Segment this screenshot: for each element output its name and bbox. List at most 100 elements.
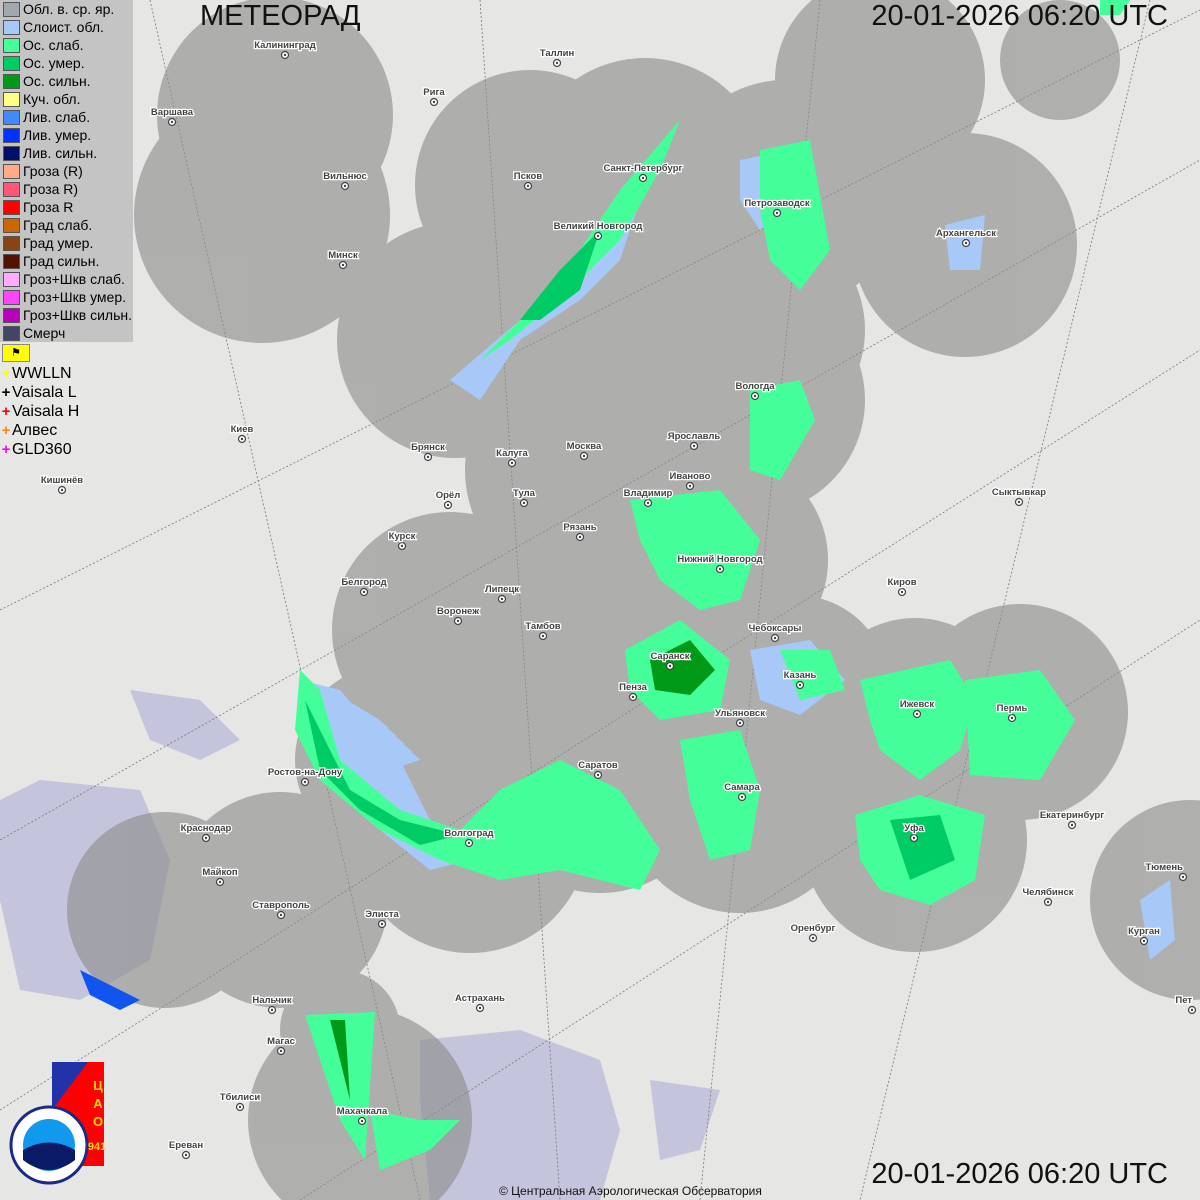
legend-swatch <box>3 199 20 215</box>
lightning-network-item[interactable]: + WWLLN <box>0 364 82 383</box>
lightning-cross-icon: + <box>1 403 11 420</box>
legend-item: Лив. слаб. <box>0 108 133 126</box>
city-marker: Минск <box>327 249 359 270</box>
city-marker: Иваново <box>668 470 712 491</box>
legend-item: Слоист. обл. <box>0 18 133 36</box>
city-marker: Тбилиси <box>218 1091 262 1112</box>
city-marker: Курск <box>387 530 417 551</box>
precipitation-legend: Обл. в. ср. яр. Слоист. обл. Ос. слаб. Ос. … <box>0 0 133 342</box>
app-title: МЕТЕОРАД <box>200 0 361 32</box>
timestamp-bottom: 20-01-2026 06:20 UTC <box>871 1158 1168 1190</box>
legend-label: Лив. сильн. <box>23 145 98 161</box>
city-label: Великий Новгород <box>554 221 643 232</box>
city-marker: Челябинск <box>1021 886 1075 907</box>
city-marker: Ставрополь <box>251 899 311 920</box>
city-label: Ереван <box>169 1140 203 1151</box>
city-marker: Ростов-на-Дону <box>267 766 344 787</box>
city-marker: Калуга <box>495 447 530 468</box>
city-label: Курган <box>1128 926 1160 937</box>
legend-label: Слоист. обл. <box>23 19 104 35</box>
city-label: Рига <box>423 87 445 98</box>
city-label: Махачкала <box>337 1106 388 1117</box>
legend-item: Град сильн. <box>0 252 133 270</box>
legend-swatch <box>3 235 20 251</box>
city-label: Пет <box>1175 995 1192 1006</box>
city-label: Тамбов <box>525 621 560 632</box>
city-marker: Рига <box>422 86 447 107</box>
city-marker: Екатеринбург <box>1039 809 1105 830</box>
legend-label: Гроз+Шкв умер. <box>23 289 127 305</box>
city-marker: Майкоп <box>201 866 239 887</box>
city-marker: Псков <box>513 170 544 191</box>
city-label: Таллин <box>540 48 575 59</box>
city-marker: Краснодар <box>179 822 233 843</box>
city-label: Архангельск <box>936 228 996 239</box>
city-marker: Элиста <box>364 908 401 929</box>
city-marker: Петрозаводск <box>743 197 811 218</box>
legend-item: Гроза R <box>0 198 133 216</box>
legend-swatch <box>3 19 20 35</box>
city-label: Тюмень <box>1145 862 1183 873</box>
city-marker: Кишинёв <box>40 474 85 495</box>
city-label: Москва <box>567 441 602 452</box>
city-marker: Тамбов <box>524 620 562 641</box>
city-label: Минск <box>328 250 358 261</box>
city-marker: Казань <box>782 669 818 690</box>
city-label: Воронеж <box>437 606 479 617</box>
city-marker: Брянск <box>410 441 446 462</box>
city-label: Вильнюс <box>323 171 367 182</box>
lightning-network-label: Алвес <box>12 421 58 439</box>
legend-swatch <box>3 73 20 89</box>
lightning-cross-icon: + <box>1 365 11 382</box>
city-label: Пермь <box>997 703 1028 714</box>
city-label: Ставрополь <box>252 900 310 911</box>
city-label: Элиста <box>365 909 399 920</box>
city-label: Магас <box>267 1036 295 1047</box>
city-marker: Ульяновск <box>714 707 766 728</box>
lightning-network-item[interactable]: + Vaisala H <box>0 402 82 421</box>
legend-swatch <box>3 1 20 17</box>
city-marker: Вологда <box>734 380 776 401</box>
city-marker: Оренбург <box>789 922 837 943</box>
city-label: Саранск <box>650 651 689 662</box>
flag-icon[interactable]: ⚑ <box>2 344 30 362</box>
city-label: Ярославль <box>668 431 721 442</box>
legend-item: Град умер. <box>0 234 133 252</box>
legend-label: Гроза (R) <box>23 163 83 179</box>
legend-item: Ос. слаб. <box>0 36 133 54</box>
legend-item: Град слаб. <box>0 216 133 234</box>
city-label: Петрозаводск <box>744 198 810 209</box>
legend-label: Гроза R <box>23 199 74 215</box>
city-marker: Воронеж <box>436 605 480 626</box>
lightning-cross-icon: + <box>1 441 11 458</box>
city-label: Кишинёв <box>41 475 83 486</box>
legend-item: Ос. умер. <box>0 54 133 72</box>
legend-item: Смерч <box>0 324 133 342</box>
city-label: Сыктывкар <box>992 487 1046 498</box>
city-label: Липецк <box>485 584 519 595</box>
city-label: Калуга <box>496 448 528 459</box>
city-label: Саратов <box>578 760 618 771</box>
city-marker: Белгород <box>340 576 388 597</box>
city-marker: Пет <box>1174 994 1197 1015</box>
legend-swatch <box>3 91 20 107</box>
lightning-network-item[interactable]: + GLD360 <box>0 440 82 459</box>
legend-label: Куч. обл. <box>23 91 81 107</box>
precipitation-echoes <box>80 0 1175 1170</box>
city-marker: Саратов <box>577 759 619 780</box>
legend-item: Лив. умер. <box>0 126 133 144</box>
legend-swatch <box>3 37 20 53</box>
legend-item: Обл. в. ср. яр. <box>0 0 133 18</box>
svg-text:О: О <box>93 1114 103 1129</box>
lightning-network-item[interactable]: + Vaisala L <box>0 383 82 402</box>
city-marker: Нальчик <box>251 994 293 1015</box>
svg-text:Ц: Ц <box>93 1078 103 1093</box>
roshydromet-logo <box>9 1105 89 1185</box>
city-label: Казань <box>784 670 817 681</box>
lightning-network-item[interactable]: + Алвес <box>0 421 82 440</box>
legend-swatch <box>3 127 20 143</box>
legend-label: Гроза R) <box>23 181 79 197</box>
legend-label: Ос. слаб. <box>23 37 84 53</box>
city-label: Санкт-Петербург <box>604 163 683 174</box>
